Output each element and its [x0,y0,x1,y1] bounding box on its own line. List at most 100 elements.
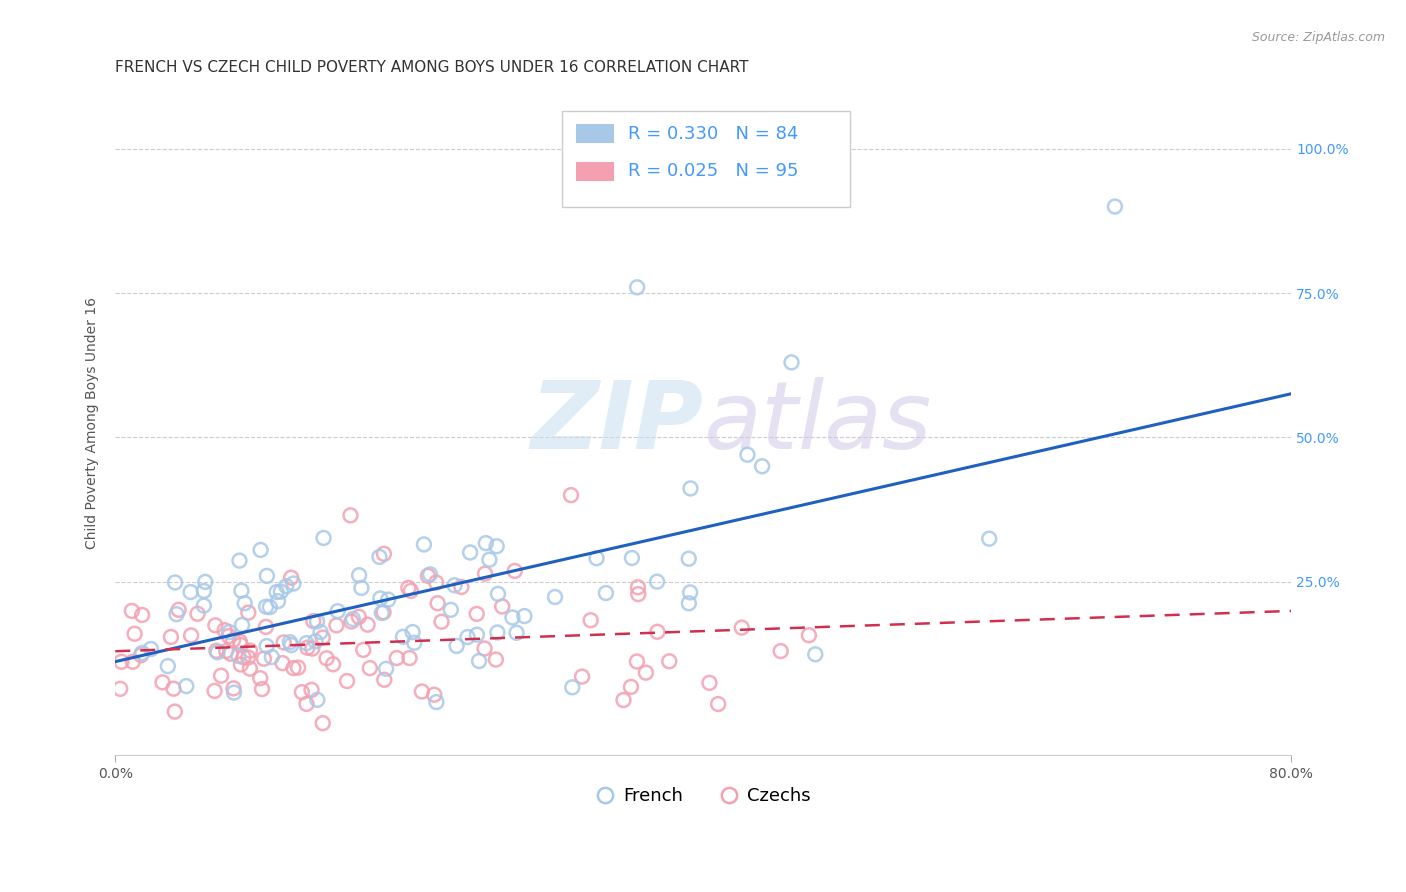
Point [309,625,332,640]
Point [301,641,323,656]
Point [373,673,395,687]
Point [425,695,447,709]
Point [280,638,302,652]
Point [375,662,398,676]
Point [231,618,253,632]
Point [249,543,271,558]
Point [751,459,773,474]
Point [254,599,277,614]
Point [561,681,583,695]
Point [256,639,278,653]
Point [478,552,501,566]
Point [458,545,481,559]
Text: R = 0.025   N = 95: R = 0.025 N = 95 [628,162,799,180]
Point [236,650,259,665]
Point [291,685,314,699]
Point [416,569,439,583]
Text: R = 0.330   N = 84: R = 0.330 N = 84 [628,125,799,143]
Point [679,585,702,599]
Point [219,647,242,661]
Point [259,600,281,615]
Point [218,625,240,640]
Point [270,584,292,599]
Point [678,551,700,566]
Point [340,615,363,629]
Point [620,551,643,566]
Point [322,657,344,672]
Point [425,575,447,590]
Point [440,603,463,617]
Point [283,661,305,675]
Point [163,705,186,719]
Point [544,590,567,604]
Point [315,651,337,665]
Point [276,579,298,593]
Point [505,625,527,640]
Point [612,693,634,707]
Point [239,662,262,676]
Point [260,650,283,665]
Point [486,625,509,640]
Point [152,675,174,690]
Point [312,716,335,731]
Point [385,651,408,665]
Point [193,599,215,613]
Point [371,606,394,620]
Point [339,508,361,523]
Point [287,660,309,674]
Point [233,596,256,610]
Point [350,581,373,595]
Point [312,631,335,645]
Point [579,613,602,627]
Point [165,575,187,590]
Point [304,634,326,648]
Point [156,659,179,673]
Point [307,693,329,707]
Point [486,587,509,601]
Point [222,633,245,648]
Point [280,571,302,585]
Point [731,621,754,635]
Point [295,697,318,711]
Point [194,574,217,589]
Point [131,646,153,660]
Point [209,669,232,683]
Point [204,618,226,632]
Point [239,643,262,657]
Point [121,604,143,618]
Point [305,615,328,629]
Point [377,592,399,607]
Text: atlas: atlas [703,377,932,468]
Point [325,618,347,632]
Point [398,651,420,665]
Point [485,652,508,666]
Point [312,531,335,545]
Point [352,643,374,657]
Point [392,630,415,644]
Point [297,640,319,655]
Y-axis label: Child Poverty Among Boys Under 16: Child Poverty Among Boys Under 16 [86,297,100,549]
Point [254,620,277,634]
Point [1104,200,1126,214]
Point [797,628,820,642]
Point [229,638,252,652]
Point [679,482,702,496]
Point [370,591,392,606]
Point [283,576,305,591]
Point [180,585,202,599]
Point [215,644,238,658]
Text: FRENCH VS CZECH CHILD POVERTY AMONG BOYS UNDER 16 CORRELATION CHART: FRENCH VS CZECH CHILD POVERTY AMONG BOYS… [115,60,749,75]
Point [647,624,669,639]
Point [699,676,721,690]
Point [232,650,254,665]
Point [426,596,449,610]
Point [356,617,378,632]
Point [129,648,152,662]
Point [174,679,197,693]
Point [295,636,318,650]
Point [465,607,488,621]
Point [399,583,422,598]
Point [560,488,582,502]
Point [678,596,700,610]
Point [485,539,508,553]
